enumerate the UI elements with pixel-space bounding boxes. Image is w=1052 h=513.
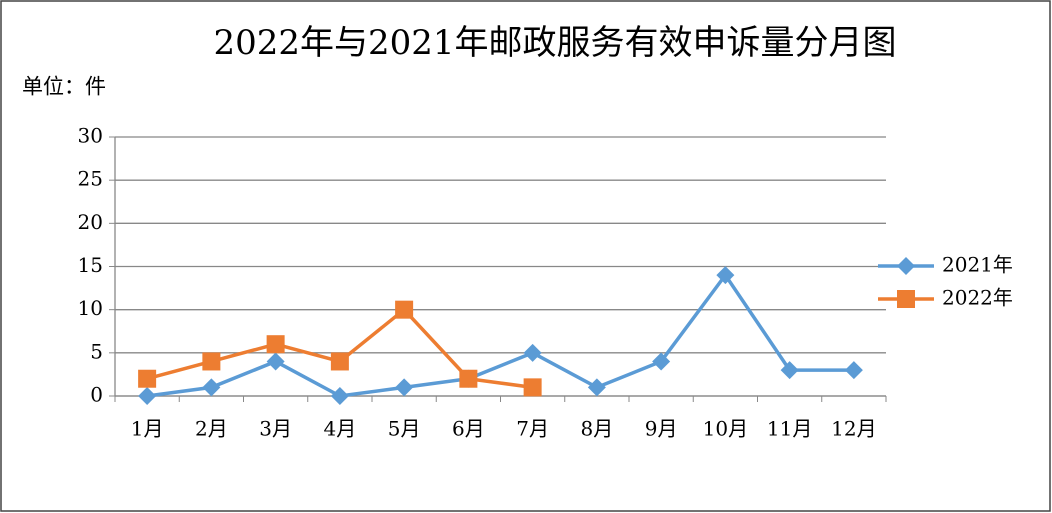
point <box>587 378 606 397</box>
point <box>330 387 349 405</box>
point <box>138 387 157 405</box>
y-tick-label: 30 <box>78 124 103 148</box>
x-tick-label: 10月 <box>703 417 748 441</box>
y-tick-label: 5 <box>90 339 103 363</box>
point <box>266 352 285 371</box>
point <box>395 378 414 397</box>
y-tick-label: 15 <box>78 253 103 277</box>
chart-title: 2022年与2021年邮政服务有效申诉量分月图 <box>213 23 896 63</box>
x-tick-label: 7月 <box>516 417 549 441</box>
point <box>716 266 735 285</box>
x-tick-label: 3月 <box>259 417 292 441</box>
y-tick-label: 20 <box>78 210 103 234</box>
point <box>897 257 915 275</box>
point <box>897 290 915 308</box>
x-tick-label: 6月 <box>452 417 485 441</box>
x-tick-label: 12月 <box>831 417 876 441</box>
legend-label: 2021年 <box>942 253 1013 277</box>
point <box>459 369 478 388</box>
x-tick-label: 11月 <box>767 417 812 441</box>
x-tick-label: 4月 <box>324 417 357 441</box>
x-tick-label: 8月 <box>581 417 614 441</box>
point <box>330 352 349 371</box>
point <box>780 361 799 380</box>
legend-label: 2022年 <box>942 286 1013 310</box>
series-line <box>146 272 854 398</box>
y-tick-label: 0 <box>90 383 103 407</box>
point <box>844 361 863 380</box>
point <box>523 378 542 397</box>
y-tick-label: 25 <box>78 167 103 191</box>
point <box>202 352 221 371</box>
point <box>523 343 542 362</box>
point <box>138 369 157 388</box>
point <box>652 352 671 371</box>
y-tick-label: 10 <box>78 296 103 320</box>
point <box>266 335 285 354</box>
x-tick-label: 1月 <box>131 417 164 441</box>
point <box>395 300 414 319</box>
x-tick-label: 2月 <box>195 417 228 441</box>
x-tick-label: 9月 <box>645 417 678 441</box>
x-tick-label: 5月 <box>388 417 421 441</box>
point <box>202 378 221 397</box>
unit-label: 单位：件 <box>22 75 106 99</box>
